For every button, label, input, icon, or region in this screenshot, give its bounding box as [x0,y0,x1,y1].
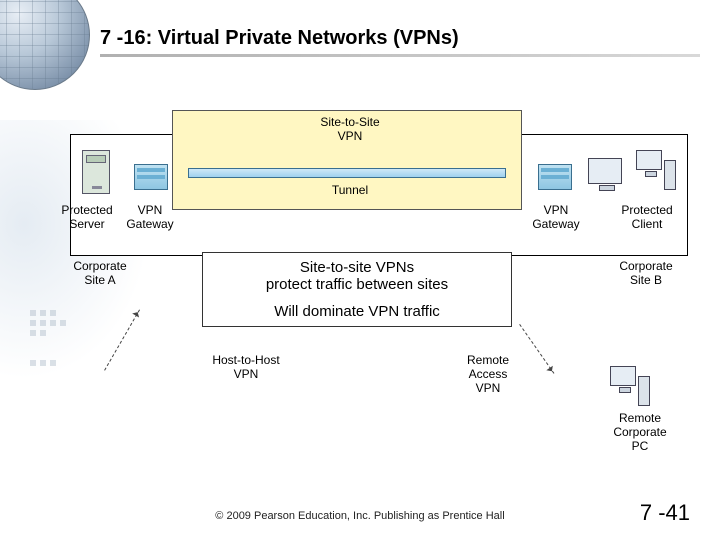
page-title: 7 -16: Virtual Private Networks (VPNs) [100,27,459,50]
tunnel-bar [188,168,506,178]
corporate-site-b-label: Corporate Site B [606,260,686,288]
tunnel-label: Tunnel [320,184,380,198]
vpn-gateway-right-icon [538,154,572,190]
remote-pc-icon [610,366,650,406]
protected-server-icon [82,150,110,194]
page-number: 7 -41 [640,500,690,526]
protected-client-pc-icon [636,150,676,190]
globe-decor [0,0,90,90]
dash-to-host [104,310,140,371]
callout-spacer [213,293,501,303]
callout-line1: Site-to-site VPNs [213,259,501,276]
vpn-gateway-left-label: VPN Gateway [120,204,180,232]
protected-client-label: Protected Client [612,204,682,232]
corporate-site-a-label: Corporate Site A [60,260,140,288]
callout-line2: protect traffic between sites [213,276,501,293]
callout-line3: Will dominate VPN traffic [213,303,501,320]
remote-access-vpn-label: Remote Access VPN [448,354,528,395]
protected-client-mon-icon [588,158,622,184]
title-bar: 7 -16: Virtual Private Networks (VPNs) [100,18,700,58]
protected-server-label: Protected Server [52,204,122,232]
host-to-host-vpn-label: Host-to-Host VPN [196,354,296,382]
footer-copyright: © 2009 Pearson Education, Inc. Publishin… [0,510,720,522]
vpn-gateway-right-label: VPN Gateway [526,204,586,232]
title-underline [100,54,700,57]
callout-box: Site-to-site VPNs protect traffic betwee… [202,252,512,327]
diagram-stage: Site-to-Site VPN Tunnel Protected Server… [70,100,690,440]
remote-corporate-pc-label: Remote Corporate PC [600,412,680,453]
site-to-site-vpn-label: Site-to-Site VPN [290,116,410,144]
vpn-gateway-left-icon [134,154,168,190]
